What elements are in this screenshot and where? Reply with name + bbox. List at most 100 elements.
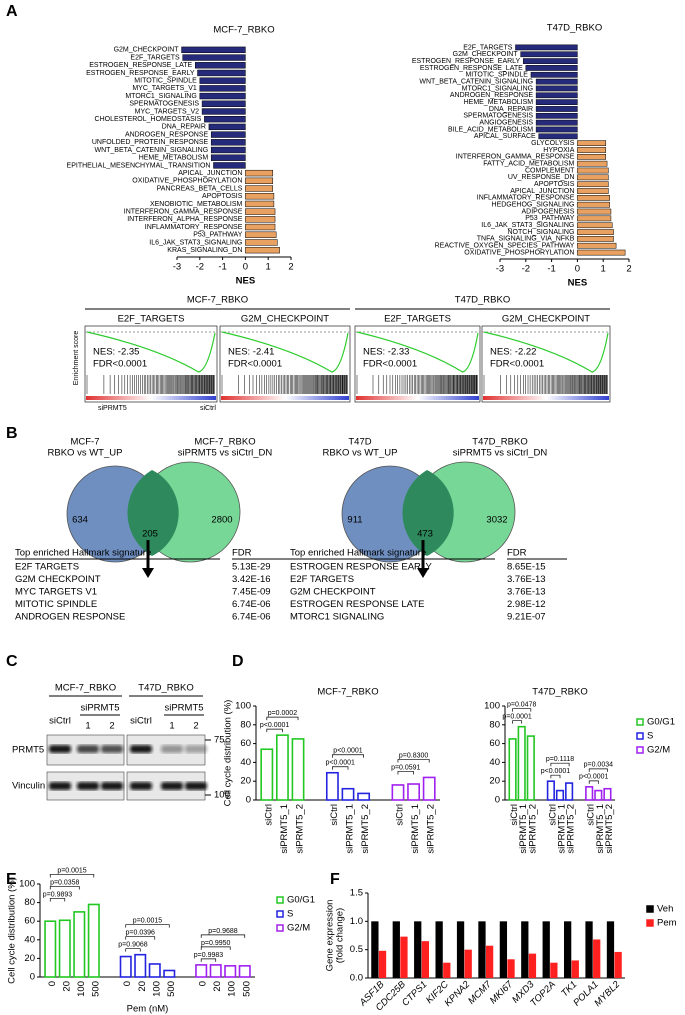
y-tick-label: 20 [489, 776, 500, 787]
panel-label: F [330, 871, 340, 888]
x-tick-label: siPRMT5_1 [410, 804, 421, 854]
table-cell: 6.74E-06 [232, 612, 271, 623]
category-label: MTORC1_SIGNALING [125, 93, 196, 100]
category-label: G2M_CHECKPOINT [114, 47, 180, 54]
x-tick-label: siCtrl [329, 804, 340, 826]
x-tick-label: 0 [243, 262, 248, 273]
category-label: ANDROGEN_RESPONSE [450, 92, 534, 99]
legend-label: G2/M [647, 745, 670, 756]
bar [391, 784, 405, 801]
bar [577, 188, 609, 194]
set-label: RBKO vs WT_UP [323, 448, 398, 459]
y-tick-label: 20 [24, 953, 35, 964]
bar [73, 911, 86, 978]
legend-swatch [276, 924, 284, 932]
significance-bracket [266, 728, 283, 733]
significance-bracket [588, 780, 599, 784]
bar [550, 962, 558, 978]
bar [182, 54, 246, 61]
table-cell: 7.45E-09 [232, 587, 271, 598]
bar [522, 58, 578, 64]
bar [245, 193, 275, 200]
p-value: p=0.1118 [546, 756, 574, 763]
bar [563, 921, 572, 978]
x-tick-label: siCtrl [263, 804, 274, 826]
band [130, 745, 152, 753]
legend-swatch [636, 718, 644, 726]
significance-bracket [266, 716, 299, 721]
x-tick-label: -2 [196, 262, 204, 273]
p-value: p=0.0478 [507, 702, 536, 709]
bar [148, 963, 161, 978]
x-tick-label: 0 [122, 981, 133, 986]
x-tick-label: -1 [218, 262, 226, 273]
fdr-label: FDR<0.0001 [490, 359, 544, 370]
category-label: MITOTIC_SPINDLE [134, 78, 197, 85]
bar [526, 735, 535, 801]
bar [209, 964, 222, 978]
x-tick-label: 2 [288, 262, 293, 273]
category-label: GLYCOLYSIS [531, 140, 575, 147]
bar [443, 962, 451, 978]
category-label: REACTIVE_OXYGEN_SPECIES_PATHWAY [435, 243, 575, 250]
bar [577, 140, 607, 147]
p-value: p=0.9893 [43, 891, 72, 898]
bar [577, 181, 609, 188]
plot-title: G2M_CHECKPOINT [502, 314, 590, 325]
x-tick-label: siPRMT5_2 [566, 804, 577, 854]
p-value: p<0.0001 [579, 774, 608, 781]
y-tick-label: 80 [24, 897, 35, 908]
bar [260, 748, 274, 801]
category-label: APOPTOSIS [202, 193, 243, 200]
bar [245, 246, 280, 254]
legend-label: G0/G1 [647, 717, 675, 728]
legend-label: Pem [657, 918, 677, 929]
table-cell: 3.76E-13 [507, 574, 546, 585]
bar [199, 85, 246, 92]
x-tick-label: 2 [626, 264, 631, 275]
table-cell: MTORC1 SIGNALING [290, 612, 384, 623]
x-tick-label: 100 [76, 981, 87, 997]
bar [341, 787, 355, 801]
bar [464, 949, 472, 978]
rank-label: siCtrl [200, 405, 216, 412]
table-cell: ESTROGEN RESPONSE LATE [290, 599, 424, 610]
bar [119, 955, 132, 978]
band [185, 745, 207, 753]
treatment-label: siPRMT5 [80, 703, 119, 714]
gene-hits [86, 375, 215, 394]
count: 911 [347, 515, 362, 526]
category-label: TNFA_SIGNALING_VIA_NFKB [477, 236, 575, 243]
x-tick-label: siPRMT5_2 [360, 804, 371, 854]
category-label: BILE_ACID_METABOLISM [448, 126, 533, 133]
x-tick-label: siPRMT5_2 [295, 804, 306, 854]
plot-title: G2M_CHECKPOINT [241, 314, 329, 325]
group-label: T47D_RBKO [455, 295, 510, 306]
chart-title: MCF-7_RBKO [317, 687, 378, 698]
p-value: p=0.9950 [201, 940, 230, 947]
bar [245, 177, 274, 184]
bar [407, 783, 420, 801]
bar [546, 780, 555, 801]
bar [577, 249, 626, 256]
set-label: MCF-7_RBKO [194, 437, 255, 448]
bar [577, 153, 607, 160]
category-label: INTERFERON_GAMMA_RESPONSE [124, 208, 243, 215]
y-tick-label: 80 [240, 719, 251, 730]
table-header: FDR [507, 548, 527, 559]
bar [577, 236, 614, 242]
y-tick-label: 60 [489, 738, 500, 749]
chart-title: MCF-7_RBKO [213, 25, 274, 36]
chart-title: T47D_RBKO [532, 687, 587, 698]
p-value: p=0.0015 [57, 867, 86, 874]
table-cell: ANDROGEN RESPONSE [15, 612, 125, 623]
table-cell: 8.65E-15 [507, 562, 546, 573]
bar [238, 965, 251, 978]
table-cell: G2M CHECKPOINT [15, 574, 101, 585]
bar [577, 167, 609, 174]
p-value: p=0.8300 [399, 752, 428, 759]
bar [245, 208, 276, 215]
set-label: siPRMT5 vs siCtrl_DN [178, 448, 273, 459]
bar [134, 953, 147, 978]
bar [422, 776, 436, 801]
